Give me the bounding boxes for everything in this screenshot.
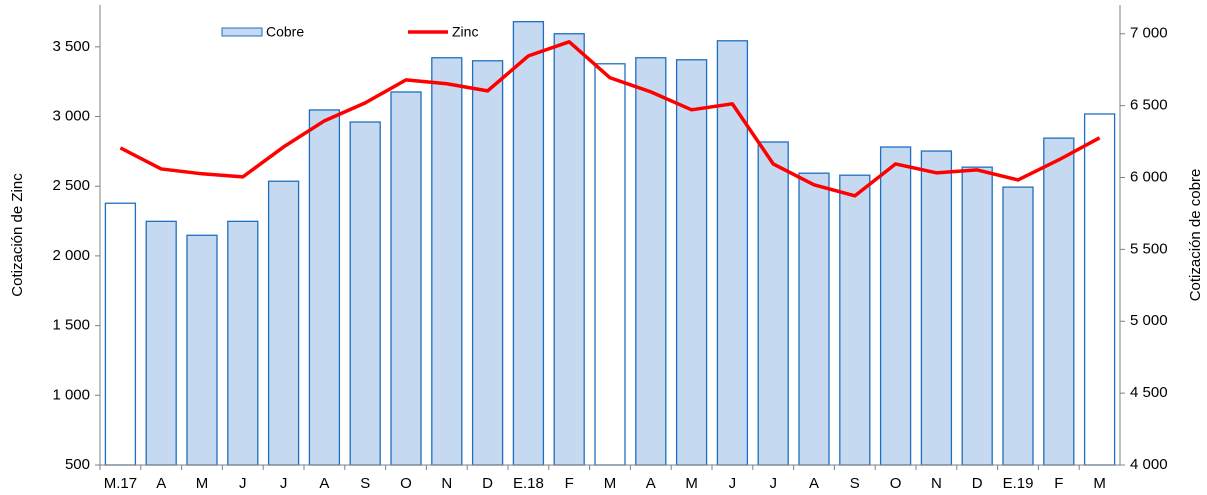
bar (104, 202, 137, 466)
bar (512, 21, 545, 466)
bar (1083, 113, 1116, 466)
y2-tick-label: 6 500 (1130, 97, 1168, 114)
x-tick-label: J (280, 475, 288, 492)
y-tick-label: 2 000 (52, 247, 90, 264)
bar (349, 121, 381, 466)
y-tick-label: 3 000 (52, 107, 90, 124)
x-tick-label: F (565, 475, 574, 492)
bar (431, 57, 463, 466)
y-tick-label: 1 000 (52, 386, 90, 403)
x-tick-label: M.17 (104, 475, 137, 492)
x-tick-label: O (890, 475, 902, 492)
bar (839, 174, 871, 466)
y-tick-label: 1 500 (52, 317, 90, 334)
legend-label: Zinc (452, 24, 478, 40)
bar (879, 146, 912, 466)
x-tick-label: F (1054, 475, 1063, 492)
y2-tick-label: 5 500 (1130, 240, 1168, 257)
bar (675, 59, 708, 466)
x-tick-label: J (769, 475, 777, 492)
bar (961, 166, 993, 466)
bar (390, 91, 422, 466)
y-tick-label: 3 500 (52, 38, 90, 55)
bar (553, 33, 585, 466)
x-tick-label: M (1093, 475, 1106, 492)
x-tick-label: D (972, 475, 983, 492)
x-tick-label: N (441, 475, 452, 492)
x-tick-label: J (729, 475, 737, 492)
x-tick-label: E.19 (1003, 475, 1034, 492)
y2-axis-title: Cotización de cobre (1187, 169, 1204, 302)
x-tick-label: O (400, 475, 412, 492)
bar (308, 109, 341, 466)
y2-tick-label: 4 500 (1130, 384, 1168, 401)
bar (757, 141, 789, 466)
x-tick-label: M (685, 475, 698, 492)
y-tick-label: 500 (65, 456, 90, 473)
x-tick-label: A (319, 475, 329, 492)
y2-tick-label: 5 000 (1130, 312, 1168, 329)
y2-tick-label: 6 000 (1130, 168, 1168, 185)
bar (145, 220, 177, 466)
x-tick-label: J (239, 475, 247, 492)
y-axis-title: Cotización de Zinc (9, 173, 26, 297)
bar (1043, 137, 1075, 466)
bar (186, 234, 218, 466)
x-tick-label: A (809, 475, 819, 492)
bar (227, 220, 259, 466)
bar (471, 60, 504, 466)
x-tick-label: N (931, 475, 942, 492)
x-tick-label: A (646, 475, 656, 492)
x-tick-label: D (482, 475, 493, 492)
x-tick-label: M (604, 475, 617, 492)
y-tick-label: 2 500 (52, 177, 90, 194)
line (119, 40, 1101, 198)
x-tick-label: A (156, 475, 166, 492)
bar (920, 150, 953, 466)
y2-tick-label: 4 000 (1130, 456, 1168, 473)
bar (267, 180, 300, 466)
x-tick-label: E.18 (513, 475, 544, 492)
bar (1002, 186, 1034, 466)
bar (798, 172, 830, 466)
x-tick-label: S (360, 475, 370, 492)
x-tick-label: S (850, 475, 860, 492)
y2-tick-label: 7 000 (1130, 25, 1168, 42)
legend-swatch (221, 27, 263, 37)
x-tick-label: M (196, 475, 209, 492)
bar (635, 57, 667, 466)
legend-label: Cobre (266, 24, 304, 40)
bar (594, 63, 626, 466)
